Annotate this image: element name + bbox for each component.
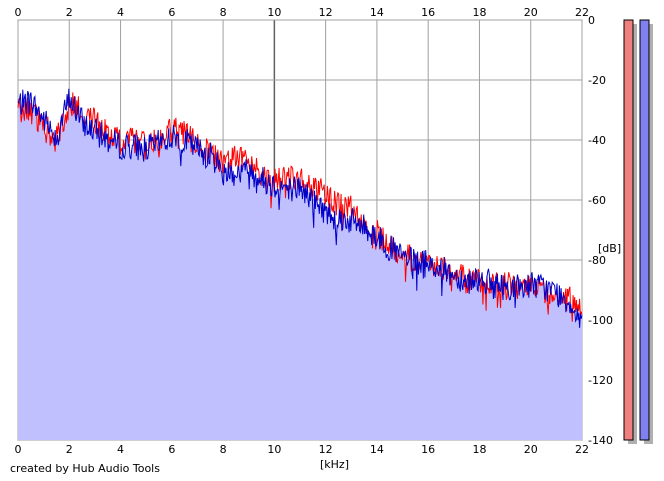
level-meters <box>623 19 653 444</box>
x-tick-label: 4 <box>117 443 124 456</box>
x-tick-label: 2 <box>66 443 73 456</box>
x-tick-label: 14 <box>370 6 384 19</box>
x-tick-label: 20 <box>524 6 538 19</box>
x-tick-label: 16 <box>421 6 435 19</box>
x-tick-label: 10 <box>267 6 281 19</box>
x-tick-labels-top: 0 2 4 6 8 10 12 14 16 18 20 22 <box>15 6 590 19</box>
y-tick-label: -80 <box>588 254 606 267</box>
right-channel-line <box>17 88 583 328</box>
y-tick-label: -140 <box>588 434 613 447</box>
y-tick-label: -40 <box>588 134 606 147</box>
footer-credit: created by Hub Audio Tools <box>10 462 160 475</box>
x-tick-label: 6 <box>168 443 175 456</box>
x-tick-label: 18 <box>472 6 486 19</box>
right-level-meter <box>639 19 650 441</box>
x-tick-label: 22 <box>575 443 589 456</box>
y-tick-labels: 0 -20 -40 -60 -80 -100 -120 -140 <box>588 14 613 447</box>
y-tick-label: -60 <box>588 194 606 207</box>
x-tick-label: 10 <box>267 443 281 456</box>
x-tick-label: 8 <box>220 6 227 19</box>
y-tick-label: 0 <box>588 14 595 27</box>
x-tick-label: 14 <box>370 443 384 456</box>
x-tick-label: 22 <box>575 6 589 19</box>
x-tick-label: 12 <box>319 443 333 456</box>
x-tick-label: 4 <box>117 6 124 19</box>
x-tick-label: 16 <box>421 443 435 456</box>
x-tick-label: 20 <box>524 443 538 456</box>
x-tick-label: 6 <box>168 6 175 19</box>
x-tick-labels-bottom: 0 2 4 6 8 10 12 14 16 18 20 22 <box>15 443 590 456</box>
x-axis-label: [kHz] <box>320 458 349 471</box>
x-tick-label: 0 <box>15 6 22 19</box>
spectrum-fill-area <box>18 93 582 440</box>
x-tick-label: 18 <box>472 443 486 456</box>
x-tick-label: 12 <box>319 6 333 19</box>
y-tick-label: -100 <box>588 314 613 327</box>
x-tick-label: 2 <box>66 6 73 19</box>
left-level-meter <box>623 19 634 441</box>
y-axis-label: [dB] <box>598 242 621 255</box>
x-tick-label: 8 <box>220 443 227 456</box>
x-tick-label: 0 <box>15 443 22 456</box>
y-tick-label: -120 <box>588 374 613 387</box>
y-tick-label: -20 <box>588 74 606 87</box>
